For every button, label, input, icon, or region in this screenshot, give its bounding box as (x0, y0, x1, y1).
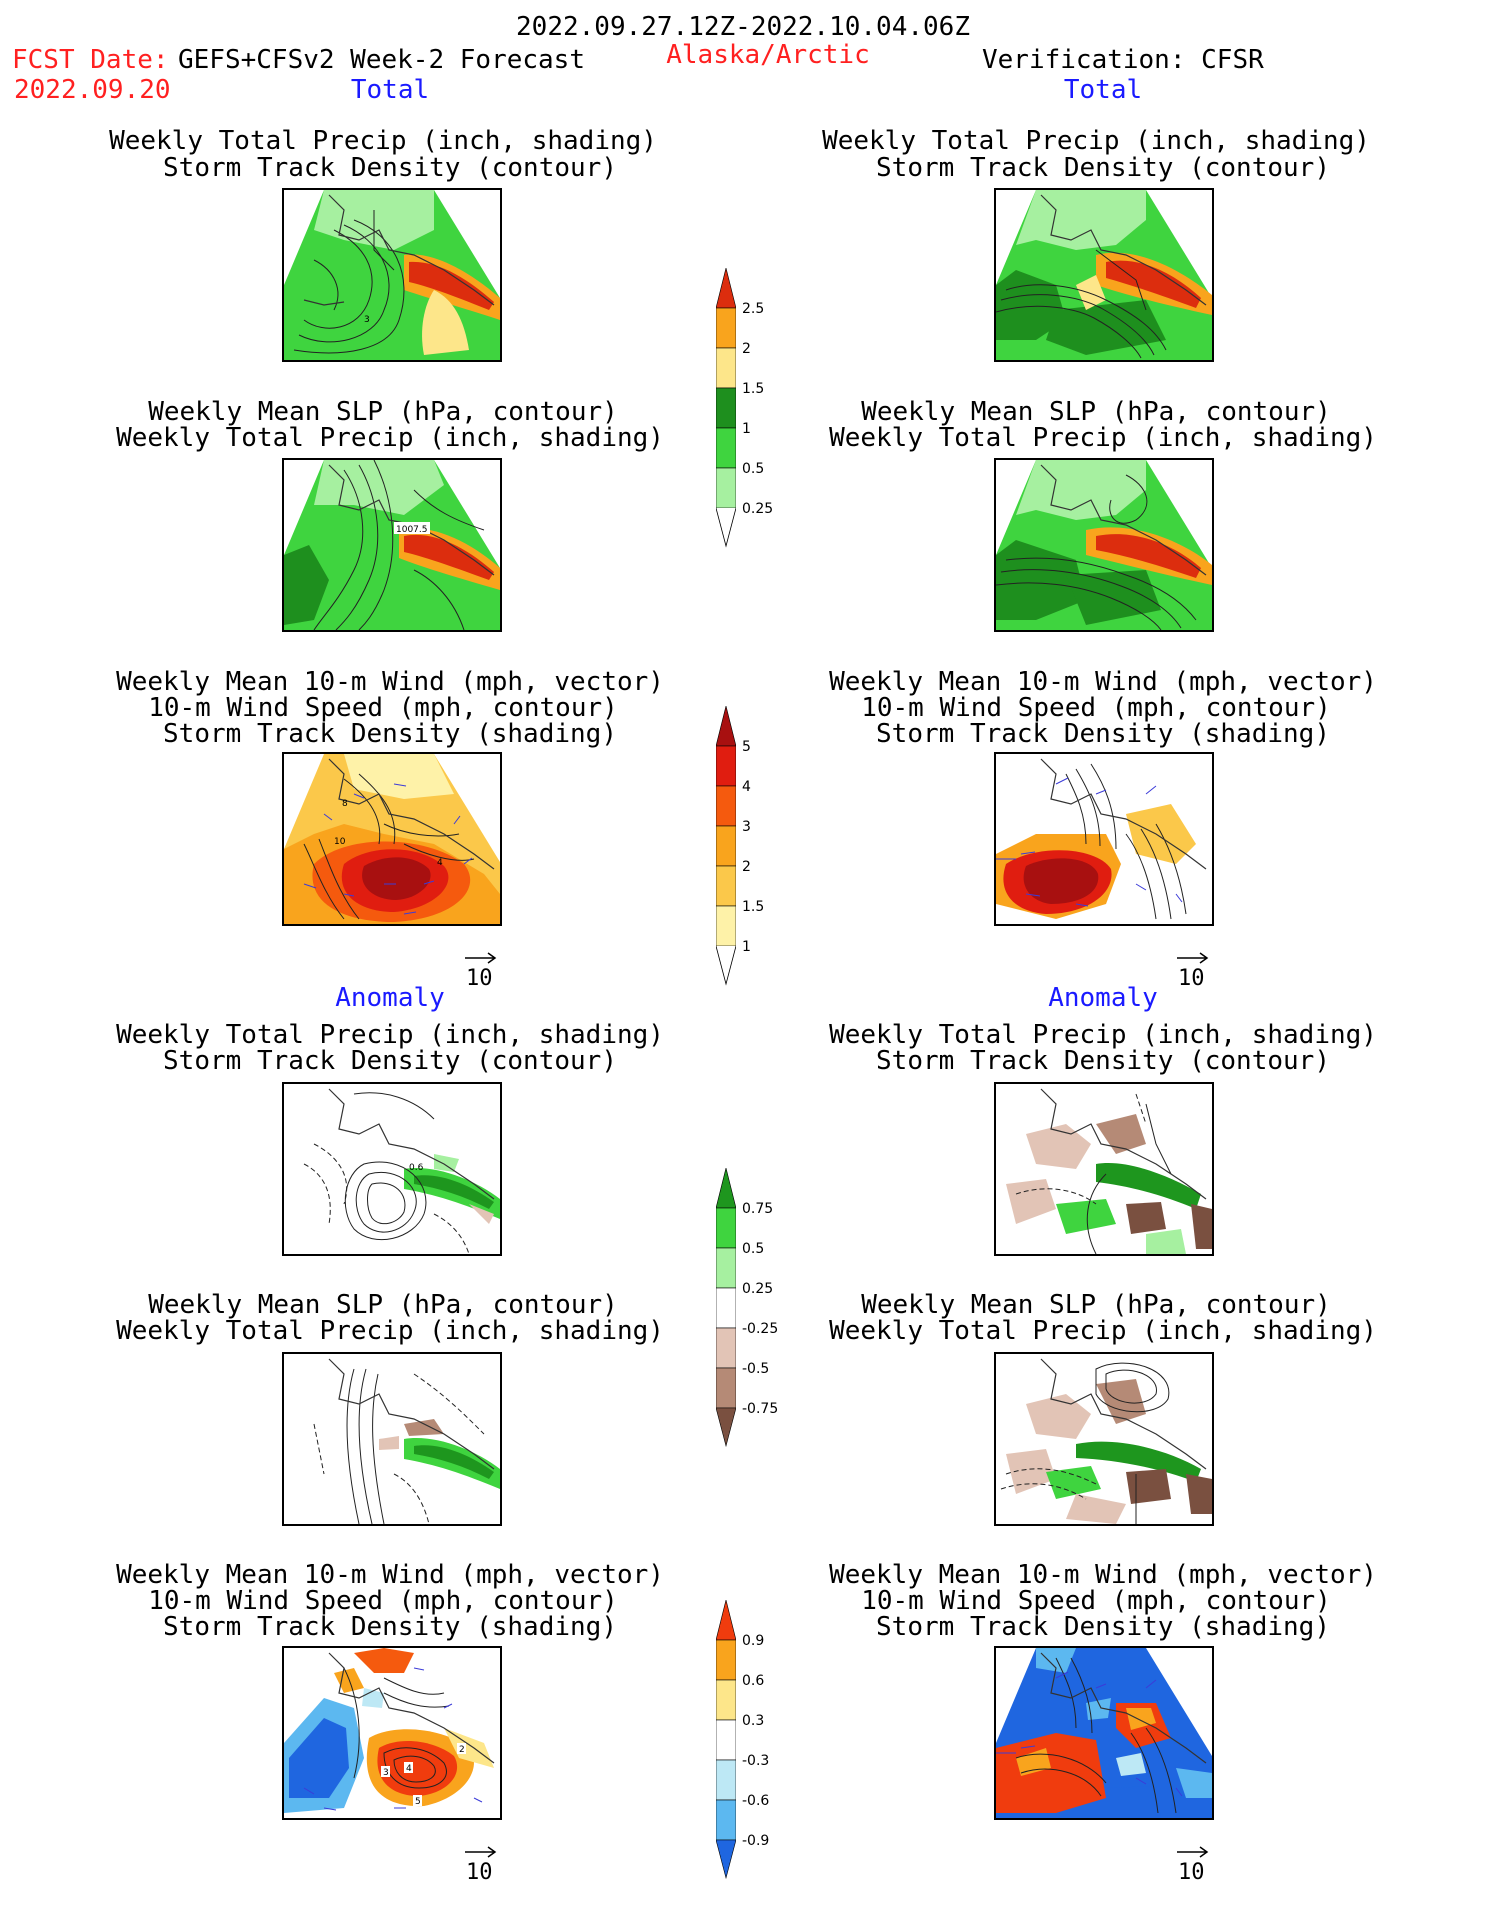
map-forecast-precip-storm: 3 (282, 188, 502, 362)
vector-ref-arrow-l6 (465, 1846, 497, 1858)
map-anomaly-forecast-precip-storm: 0.6 (282, 1082, 502, 1256)
title-r5-a: Weekly Mean SLP (hPa, contour) (861, 1290, 1331, 1320)
map-label-4b: 4 (406, 1764, 412, 1774)
colorbar-precip-total: 2.5 2 1.5 1 0.5 0.25 (715, 267, 773, 552)
title-l5-a: Weekly Mean SLP (hPa, contour) (148, 1290, 618, 1320)
title-l6-c: Storm Track Density (shading) (163, 1612, 617, 1642)
cbar-panom-label-3: -0.25 (742, 1321, 779, 1337)
cbar-storm-label-5: 1 (742, 939, 751, 955)
cbar-storm-label-0: 5 (742, 739, 751, 755)
cbar-panom-label-5: -0.75 (742, 1401, 779, 1417)
section-total-right: Total (1063, 75, 1143, 105)
title-l1-b: Storm Track Density (contour) (163, 153, 617, 183)
title-r5-b: Weekly Total Precip (inch, shading) (829, 1316, 1377, 1346)
map-label-0-6: 0.6 (409, 1163, 424, 1173)
vector-ref-label-l3: 10 (466, 966, 493, 991)
title-r1-b: Storm Track Density (contour) (876, 153, 1330, 183)
vector-ref-arrow-l3 (465, 952, 497, 964)
cbar-storm-label-1: 4 (742, 779, 751, 795)
vector-ref-label-l6: 10 (466, 1860, 493, 1885)
map-anomaly-verification-precip-storm (994, 1082, 1214, 1256)
colorbar-storm-anomaly: 0.9 0.6 0.3 -0.3 -0.6 -0.9 (715, 1599, 769, 1884)
cbar-sanom-label-3: -0.3 (742, 1753, 770, 1769)
fcst-date: 2022.09.20 (14, 75, 171, 105)
title-r6-a: Weekly Mean 10-m Wind (mph, vector) (829, 1560, 1377, 1590)
map-anomaly-forecast-wind-storm: 3 4 5 2 (282, 1646, 502, 1820)
title-r1-a: Weekly Total Precip (inch, shading) (822, 126, 1370, 156)
title-r3-c: Storm Track Density (shading) (876, 719, 1330, 749)
cbar-sanom-label-5: -0.9 (742, 1833, 770, 1849)
title-r4-b: Storm Track Density (contour) (876, 1046, 1330, 1076)
cbar-precip-label-0: 2.5 (742, 301, 765, 317)
cbar-precip-label-5: 0.25 (742, 501, 774, 517)
colorbar-precip-anomaly: 0.75 0.5 0.25 -0.25 -0.5 -0.75 (715, 1167, 778, 1452)
title-l6-a: Weekly Mean 10-m Wind (mph, vector) (116, 1560, 664, 1590)
map-verification-slp-precip (994, 458, 1214, 632)
cbar-precip-label-2: 1.5 (742, 381, 765, 397)
title-r3-b: 10-m Wind Speed (mph, contour) (861, 693, 1331, 723)
title-r3-a: Weekly Mean 10-m Wind (mph, vector) (829, 667, 1377, 697)
map-label-10: 10 (334, 837, 346, 847)
map-anomaly-forecast-slp-precip (282, 1352, 502, 1526)
section-anomaly-right: Anomaly (1048, 983, 1158, 1013)
cbar-precip-label-4: 0.5 (742, 461, 765, 477)
map-label-4: 4 (437, 858, 443, 868)
vector-ref-label-r3: 10 (1178, 966, 1205, 991)
title-r2-b: Weekly Total Precip (inch, shading) (829, 423, 1377, 453)
title-l1-a: Weekly Total Precip (inch, shading) (109, 126, 657, 156)
cbar-sanom-label-2: 0.3 (742, 1713, 765, 1729)
cbar-panom-label-2: 0.25 (742, 1281, 774, 1297)
fcst-date-label: FCST Date: (12, 45, 169, 75)
cbar-sanom-label-0: 0.9 (742, 1633, 765, 1649)
title-l3-a: Weekly Mean 10-m Wind (mph, vector) (116, 667, 664, 697)
map-anomaly-verification-wind-storm (994, 1646, 1214, 1820)
cbar-panom-label-4: -0.5 (742, 1361, 770, 1377)
cbar-sanom-label-1: 0.6 (742, 1673, 765, 1689)
vector-ref-arrow-r6 (1177, 1846, 1209, 1858)
colorbar-storm-total: 5 4 3 2 1.5 1 (715, 705, 764, 990)
fcst-model: GEFS+CFSv2 Week-2 Forecast (178, 45, 585, 75)
map-label-5: 5 (415, 1797, 421, 1807)
title-r6-c: Storm Track Density (shading) (876, 1612, 1330, 1642)
map-label-2: 2 (459, 1745, 465, 1755)
section-anomaly-left: Anomaly (335, 983, 445, 1013)
vector-ref-arrow-r3 (1177, 952, 1209, 964)
map-label-8: 8 (342, 799, 348, 809)
map-forecast-wind-storm: 8 10 4 (282, 752, 502, 926)
title-l4-b: Storm Track Density (contour) (163, 1046, 617, 1076)
vector-ref-label-r6: 10 (1178, 1860, 1205, 1885)
cbar-sanom-label-4: -0.6 (742, 1793, 770, 1809)
title-r4-a: Weekly Total Precip (inch, shading) (829, 1020, 1377, 1050)
map-verification-precip-storm (994, 188, 1214, 362)
region-label: Alaska/Arctic (666, 40, 870, 70)
cbar-panom-label-1: 0.5 (742, 1241, 765, 1257)
map-verification-wind-storm (994, 752, 1214, 926)
title-r6-b: 10-m Wind Speed (mph, contour) (861, 1586, 1331, 1616)
title-l2-a: Weekly Mean SLP (hPa, contour) (148, 397, 618, 427)
section-total-left: Total (350, 75, 430, 105)
verification-label: Verification: CFSR (982, 45, 1264, 75)
title-l4-a: Weekly Total Precip (inch, shading) (116, 1020, 664, 1050)
title-l5-b: Weekly Total Precip (inch, shading) (116, 1316, 664, 1346)
title-r2-a: Weekly Mean SLP (hPa, contour) (861, 397, 1331, 427)
cbar-storm-label-2: 3 (742, 819, 751, 835)
cbar-storm-label-4: 1.5 (742, 899, 765, 915)
cbar-precip-label-1: 2 (742, 341, 751, 357)
title-l6-b: 10-m Wind Speed (mph, contour) (148, 1586, 618, 1616)
title-l3-c: Storm Track Density (shading) (163, 719, 617, 749)
title-l2-b: Weekly Total Precip (inch, shading) (116, 423, 664, 453)
date-range-title: 2022.09.27.12Z-2022.10.04.06Z (516, 12, 970, 42)
map-label-3: 3 (364, 315, 370, 325)
cbar-precip-label-3: 1 (742, 421, 751, 437)
map-label-3b: 3 (383, 1768, 389, 1778)
title-l3-b: 10-m Wind Speed (mph, contour) (148, 693, 618, 723)
map-label-1007: 1007.5 (396, 525, 428, 535)
cbar-panom-label-0: 0.75 (742, 1201, 774, 1217)
map-anomaly-verification-slp-precip (994, 1352, 1214, 1526)
cbar-storm-label-3: 2 (742, 859, 751, 875)
map-forecast-slp-precip: 1007.5 (282, 458, 502, 632)
